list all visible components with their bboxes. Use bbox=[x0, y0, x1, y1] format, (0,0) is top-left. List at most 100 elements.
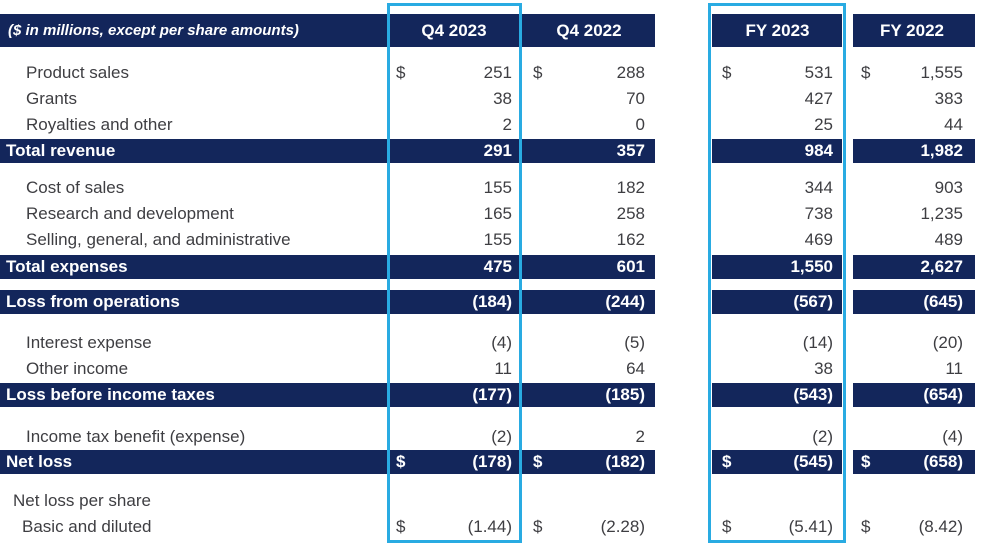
cell-q4-2022: 70 bbox=[521, 86, 655, 112]
cell-value: 1,555 bbox=[920, 63, 963, 82]
cell-value: (2) bbox=[812, 427, 833, 446]
cell-fy-2022: (654) bbox=[853, 383, 975, 407]
cell-value: (177) bbox=[472, 385, 512, 404]
cell-value: 38 bbox=[493, 89, 512, 108]
cell-fy-2023: $ (545) bbox=[712, 450, 842, 474]
cell-fy-2023: (567) bbox=[712, 290, 842, 314]
cell-value: 903 bbox=[934, 178, 963, 197]
row-loss-before-income-taxes: Loss before income taxes (177) (185) (54… bbox=[0, 383, 987, 407]
cell-q4-2023 bbox=[388, 488, 521, 514]
cell-value: (1.44) bbox=[467, 517, 512, 536]
cell-q4-2023: (184) bbox=[388, 290, 521, 314]
cell-value: 44 bbox=[944, 115, 963, 134]
cell-q4-2023: (4) bbox=[388, 330, 521, 356]
row-label: Loss from operations bbox=[0, 290, 388, 314]
cell-fy-2023: 344 bbox=[712, 175, 842, 201]
cell-value: 155 bbox=[483, 230, 512, 249]
cell-q4-2023: 2 bbox=[388, 112, 521, 138]
cell-value: (567) bbox=[793, 292, 833, 311]
cell-value: 182 bbox=[616, 178, 645, 197]
cell-fy-2022: 903 bbox=[853, 175, 975, 201]
cell-value: 0 bbox=[635, 115, 645, 134]
cell-value: 2 bbox=[635, 427, 645, 446]
row-label: Research and development bbox=[26, 204, 234, 223]
row-total-expenses: Total expenses 475 601 1,550 2,627 bbox=[0, 255, 987, 279]
cell-value: (178) bbox=[472, 452, 512, 471]
cell-fy-2022: 1,235 bbox=[853, 201, 975, 227]
cell-fy-2023: $531 bbox=[712, 60, 842, 86]
column-header-q4-2023: Q4 2023 bbox=[388, 14, 521, 47]
cell-value: (182) bbox=[605, 452, 645, 471]
row-label: Net loss bbox=[0, 450, 388, 474]
cell-value: (5.41) bbox=[788, 517, 833, 536]
cell-value: 383 bbox=[934, 89, 963, 108]
cell-q4-2023: 165 bbox=[388, 201, 521, 227]
cell-q4-2022: 357 bbox=[521, 139, 655, 163]
cell-q4-2022: 64 bbox=[521, 356, 655, 382]
dollar-sign: $ bbox=[396, 452, 406, 471]
cell-fy-2022: (645) bbox=[853, 290, 975, 314]
cell-q4-2022: 2 bbox=[521, 424, 655, 450]
cell-q4-2023: 475 bbox=[388, 255, 521, 279]
cell-fy-2023: (2) bbox=[712, 424, 842, 450]
cell-value: (658) bbox=[923, 452, 963, 471]
cell-fy-2023 bbox=[712, 488, 842, 514]
cell-value: 2 bbox=[502, 115, 512, 134]
cell-value: (4) bbox=[491, 333, 512, 352]
cell-value: 357 bbox=[616, 141, 645, 160]
cell-q4-2023: 155 bbox=[388, 227, 521, 253]
cell-value: 251 bbox=[483, 63, 512, 82]
cell-value: 427 bbox=[804, 89, 833, 108]
cell-q4-2022: (5) bbox=[521, 330, 655, 356]
cell-q4-2023: $ (178) bbox=[388, 450, 521, 474]
cell-fy-2023: 38 bbox=[712, 356, 842, 382]
row-label: Income tax benefit (expense) bbox=[26, 427, 246, 446]
cell-value: (645) bbox=[923, 292, 963, 311]
row-total-revenue: Total revenue 291 357 984 1,982 bbox=[0, 139, 987, 163]
cell-value: 70 bbox=[626, 89, 645, 108]
cell-value: 64 bbox=[626, 359, 645, 378]
row-label: Basic and diluted bbox=[22, 517, 152, 536]
cell-q4-2022: 182 bbox=[521, 175, 655, 201]
row-label: Total revenue bbox=[0, 139, 388, 163]
cell-fy-2023: 738 bbox=[712, 201, 842, 227]
cell-value: (244) bbox=[605, 292, 645, 311]
dollar-sign: $ bbox=[533, 452, 543, 471]
row-research-and-development: Research and development 165 258 738 1,2… bbox=[0, 201, 987, 227]
cell-fy-2023: $ (5.41) bbox=[712, 514, 842, 540]
cell-value: (654) bbox=[923, 385, 963, 404]
cell-value: (4) bbox=[942, 427, 963, 446]
cell-fy-2022: $ (8.42) bbox=[853, 514, 975, 540]
row-interest-expense: Interest expense (4) (5) (14) (20) bbox=[0, 330, 987, 356]
cell-value: 11 bbox=[945, 359, 963, 378]
cell-q4-2023: (2) bbox=[388, 424, 521, 450]
cell-value: 258 bbox=[616, 204, 645, 223]
cell-q4-2022 bbox=[521, 488, 655, 514]
cell-q4-2023: 291 bbox=[388, 139, 521, 163]
cell-q4-2023: 155 bbox=[388, 175, 521, 201]
cell-q4-2022: (185) bbox=[521, 383, 655, 407]
cell-fy-2022: 1,982 bbox=[853, 139, 975, 163]
cell-value: 1,550 bbox=[790, 257, 833, 276]
cell-fy-2022: 489 bbox=[853, 227, 975, 253]
row-label: Other income bbox=[26, 359, 129, 378]
cell-value: 1,235 bbox=[920, 204, 963, 223]
cell-fy-2023: 427 bbox=[712, 86, 842, 112]
cell-value: 162 bbox=[616, 230, 645, 249]
cell-value: 531 bbox=[804, 63, 833, 82]
cell-q4-2022: 0 bbox=[521, 112, 655, 138]
cell-value: 1,982 bbox=[920, 141, 963, 160]
cell-value: 984 bbox=[804, 141, 833, 160]
cell-fy-2023: 1,550 bbox=[712, 255, 842, 279]
cell-q4-2022: $ (182) bbox=[521, 450, 655, 474]
cell-value: 469 bbox=[804, 230, 833, 249]
cell-value: 165 bbox=[483, 204, 512, 223]
cell-q4-2022: 258 bbox=[521, 201, 655, 227]
cell-value: 2,627 bbox=[920, 257, 963, 276]
cell-q4-2023: $ (1.44) bbox=[388, 514, 521, 540]
cell-q4-2022: 601 bbox=[521, 255, 655, 279]
row-label: Total expenses bbox=[0, 255, 388, 279]
row-label: Cost of sales bbox=[26, 178, 125, 197]
row-label: Selling, general, and administrative bbox=[26, 230, 291, 249]
